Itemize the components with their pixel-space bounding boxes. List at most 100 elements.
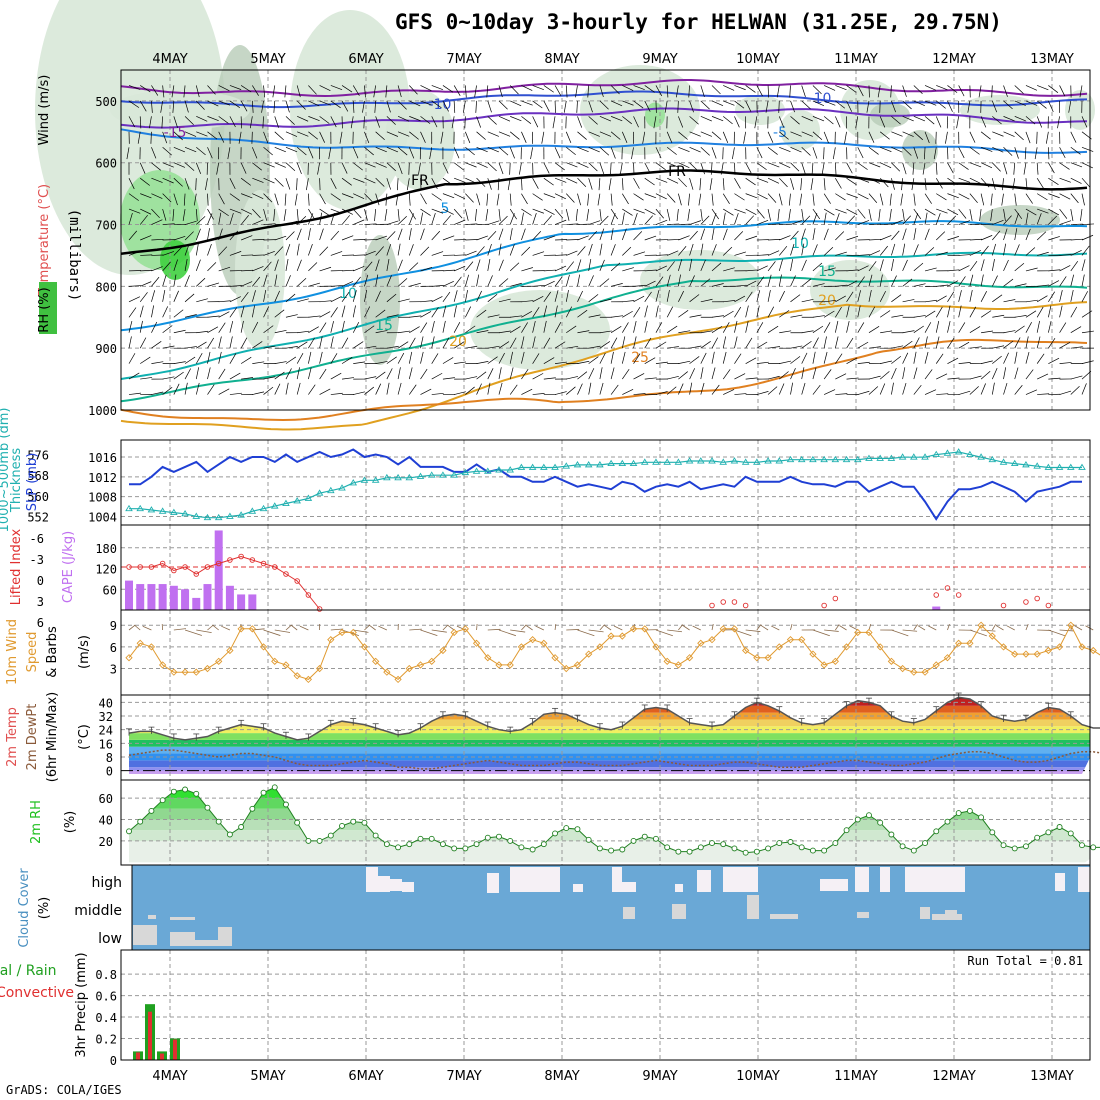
wind-barb bbox=[1036, 353, 1045, 364]
wind-barb bbox=[487, 231, 497, 241]
wind-barb bbox=[140, 356, 151, 364]
wind-barb bbox=[823, 131, 829, 144]
wind-barb bbox=[779, 146, 791, 152]
wind-barb bbox=[465, 193, 474, 203]
wind-barb bbox=[184, 178, 190, 190]
wind-barb bbox=[218, 116, 229, 124]
rh-point bbox=[585, 836, 592, 843]
wind-barb bbox=[252, 341, 263, 349]
temp-line bbox=[128, 696, 1100, 741]
wind-barb bbox=[386, 382, 390, 395]
wind-barb bbox=[509, 131, 520, 140]
top-day-label: 9MAY bbox=[642, 52, 677, 67]
wind-barb bbox=[216, 162, 220, 175]
wind-barb bbox=[711, 325, 723, 334]
wind-barb bbox=[734, 100, 745, 109]
wind-barb bbox=[521, 322, 528, 333]
wind-speed-point bbox=[910, 668, 918, 676]
wind-barb bbox=[319, 85, 331, 92]
wind-barb bbox=[723, 310, 734, 318]
wind-barb bbox=[1059, 162, 1070, 170]
wind-barb bbox=[498, 209, 501, 222]
wind-barb bbox=[734, 193, 745, 201]
wind-barb bbox=[969, 375, 982, 380]
wind-barb bbox=[700, 298, 713, 303]
pressure-tick-label: 600 bbox=[95, 157, 117, 171]
wind-barb bbox=[890, 85, 892, 98]
wind-barb bbox=[173, 383, 180, 395]
wind-barb bbox=[274, 290, 280, 302]
wind-barb bbox=[857, 265, 869, 272]
wind-barb bbox=[967, 100, 971, 113]
rh-point bbox=[339, 822, 345, 829]
wind-barb bbox=[375, 274, 379, 287]
wind-barb bbox=[723, 267, 735, 272]
wind-speed-point bbox=[472, 639, 481, 647]
wind-barb bbox=[767, 146, 778, 155]
wind-barb bbox=[420, 267, 433, 272]
wind-barb bbox=[879, 177, 889, 188]
wind-barb bbox=[1081, 383, 1087, 395]
rh-point bbox=[653, 835, 659, 842]
wind-barb bbox=[846, 305, 850, 318]
rh-point bbox=[944, 818, 951, 825]
wind-barb bbox=[790, 368, 796, 380]
wind-barb bbox=[947, 269, 960, 272]
wind-barb bbox=[835, 353, 843, 364]
wind-barb bbox=[689, 314, 702, 318]
wind-barb bbox=[252, 239, 265, 241]
rh-point bbox=[283, 801, 289, 808]
wind-barb bbox=[386, 243, 392, 256]
wind-barb bbox=[375, 162, 387, 168]
wind-barb bbox=[1036, 100, 1047, 109]
thickness-point bbox=[147, 506, 156, 513]
wind-barb bbox=[543, 320, 547, 333]
wind-barb bbox=[812, 228, 816, 241]
wind-barb bbox=[678, 290, 684, 302]
wind-barb bbox=[1023, 162, 1027, 175]
wind-barb bbox=[565, 274, 570, 287]
wind-barb bbox=[308, 262, 318, 272]
wind-barb bbox=[173, 290, 179, 302]
wind-barb bbox=[229, 353, 237, 364]
wind-barb bbox=[823, 247, 834, 256]
wind-barb bbox=[162, 131, 168, 144]
wind-barb bbox=[1025, 267, 1038, 272]
slp-tick: 1004 bbox=[88, 511, 117, 525]
wind-barb bbox=[811, 162, 814, 175]
wind-barb bbox=[319, 368, 327, 380]
rh-point bbox=[731, 845, 738, 852]
wind-barb bbox=[924, 322, 932, 333]
wind-barb bbox=[431, 336, 435, 349]
lifted-tick: 0 bbox=[37, 574, 44, 588]
wind-barb bbox=[196, 100, 205, 110]
lifted-point bbox=[305, 592, 312, 598]
wind-barb bbox=[386, 356, 397, 364]
wind-barb bbox=[128, 285, 141, 287]
wind-barb bbox=[1003, 352, 1009, 364]
thickness-label: Thickness bbox=[9, 448, 24, 513]
wind-barb bbox=[835, 213, 840, 225]
wind-10m-barb bbox=[913, 624, 918, 631]
wind-barb bbox=[252, 321, 259, 333]
upper-ylabel-wind: Wind (m/s) bbox=[37, 75, 52, 146]
wind-barb bbox=[207, 351, 211, 364]
wind-barb bbox=[622, 300, 635, 303]
wind-barb bbox=[274, 193, 279, 206]
wind-barb bbox=[465, 261, 474, 272]
wind-barb bbox=[1036, 336, 1041, 349]
wind-barb bbox=[408, 244, 414, 256]
wind-barb bbox=[330, 208, 343, 214]
wind-barb bbox=[644, 208, 656, 215]
wind-barb bbox=[554, 276, 563, 287]
wind-barb bbox=[487, 259, 491, 271]
wind-barb bbox=[689, 356, 700, 364]
wind-barb bbox=[958, 276, 966, 287]
wind-barb bbox=[1025, 310, 1037, 318]
wind-barb bbox=[139, 162, 146, 174]
wind-barb bbox=[1048, 337, 1056, 349]
wind-barb bbox=[846, 177, 857, 186]
wind-barb bbox=[240, 193, 253, 199]
wind-barb bbox=[465, 223, 478, 225]
wind-10m-barb bbox=[290, 624, 298, 631]
